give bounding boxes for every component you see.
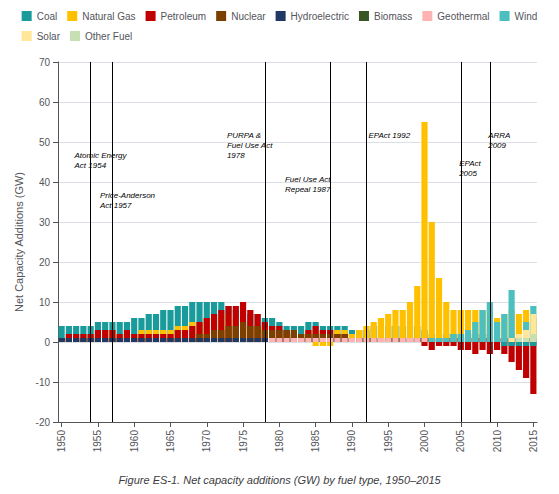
- svg-text:2005: 2005: [458, 169, 477, 178]
- svg-text:Natural Gas: Natural Gas: [82, 11, 135, 22]
- svg-text:Hydroelectric: Hydroelectric: [291, 11, 349, 22]
- svg-text:2000: 2000: [419, 430, 430, 453]
- svg-text:-10: -10: [36, 377, 51, 388]
- svg-text:60: 60: [39, 97, 51, 108]
- svg-text:Petroleum: Petroleum: [161, 11, 207, 22]
- svg-text:1980: 1980: [274, 430, 285, 453]
- svg-text:50: 50: [39, 137, 51, 148]
- svg-text:1960: 1960: [129, 430, 140, 453]
- svg-text:ARRA: ARRA: [487, 131, 510, 140]
- svg-text:Figure ES-1. Net capacity addi: Figure ES-1. Net capacity additions (GW)…: [118, 474, 441, 486]
- svg-text:10: 10: [39, 297, 51, 308]
- svg-text:1965: 1965: [165, 430, 176, 453]
- svg-text:-20: -20: [36, 417, 51, 428]
- svg-text:1950: 1950: [56, 430, 67, 453]
- svg-text:30: 30: [39, 217, 51, 228]
- svg-text:1985: 1985: [310, 430, 321, 453]
- svg-text:1970: 1970: [201, 430, 212, 453]
- svg-text:2005: 2005: [455, 430, 466, 453]
- svg-text:2009: 2009: [487, 141, 506, 150]
- svg-text:Fuel Use Act: Fuel Use Act: [227, 141, 273, 150]
- svg-text:Nuclear: Nuclear: [231, 11, 266, 22]
- svg-text:Coal: Coal: [37, 11, 58, 22]
- svg-text:40: 40: [39, 177, 51, 188]
- svg-text:Other Fuel: Other Fuel: [85, 31, 132, 42]
- svg-text:Geothermal: Geothermal: [437, 11, 489, 22]
- svg-text:1975: 1975: [238, 430, 249, 453]
- svg-text:EPAct 1992: EPAct 1992: [368, 131, 410, 140]
- svg-text:70: 70: [39, 57, 51, 68]
- svg-text:Act 1957: Act 1957: [99, 201, 132, 210]
- svg-text:20: 20: [39, 257, 51, 268]
- svg-text:Price-Anderson: Price-Anderson: [100, 191, 156, 200]
- svg-text:1995: 1995: [383, 430, 394, 453]
- svg-text:1955: 1955: [92, 430, 103, 453]
- svg-text:Repeal 1987: Repeal 1987: [285, 185, 331, 194]
- svg-text:Act 1954: Act 1954: [74, 161, 107, 170]
- svg-text:PURPA &: PURPA &: [227, 131, 261, 140]
- svg-text:2015: 2015: [528, 430, 539, 453]
- svg-text:2010: 2010: [492, 430, 503, 453]
- svg-text:0: 0: [44, 337, 50, 348]
- svg-text:Atomic Energy: Atomic Energy: [74, 151, 128, 160]
- svg-text:1990: 1990: [346, 430, 357, 453]
- svg-text:EPAct: EPAct: [459, 159, 481, 168]
- svg-text:Wind: Wind: [515, 11, 538, 22]
- svg-text:Net Capacity Additions (GW): Net Capacity Additions (GW): [13, 172, 25, 312]
- svg-text:Biomass: Biomass: [374, 11, 412, 22]
- svg-text:Solar: Solar: [37, 31, 61, 42]
- svg-text:Fuel Use Act: Fuel Use Act: [285, 175, 331, 184]
- svg-text:1978: 1978: [227, 151, 245, 160]
